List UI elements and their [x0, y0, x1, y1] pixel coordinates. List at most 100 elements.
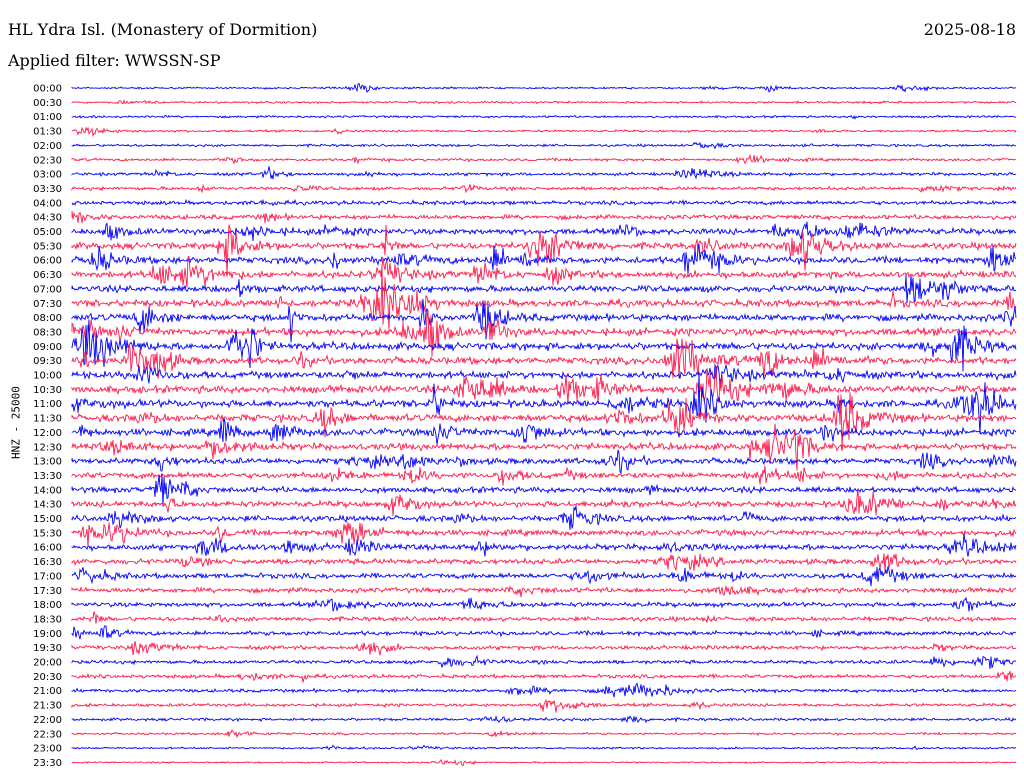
row-time-label: 20:00 [33, 658, 62, 669]
row-time-label: 16:00 [33, 543, 62, 554]
trace-line [71, 625, 1017, 640]
trace-line [71, 126, 1017, 138]
trace-line [71, 553, 1017, 573]
trace-line [71, 759, 1017, 767]
trace-line [71, 166, 1017, 180]
trace-line [71, 243, 1017, 274]
trace-line [71, 423, 1017, 471]
row-time-label: 13:00 [33, 457, 62, 468]
row-time-label: 15:30 [33, 528, 62, 539]
row-time-label: 14:30 [33, 500, 62, 511]
row-time-label: 23:00 [33, 744, 62, 755]
row-time-label: 02:30 [33, 155, 62, 166]
trace-line [71, 338, 1017, 379]
trace-line [71, 473, 1017, 507]
trace-line [71, 198, 1017, 207]
row-time-label: 04:00 [33, 198, 62, 209]
row-time-label: 05:00 [33, 227, 62, 238]
trace-line [71, 744, 1017, 751]
row-time-label: 19:30 [33, 643, 62, 654]
row-time-label: 13:30 [33, 471, 62, 482]
trace-line [71, 183, 1017, 194]
trace-line [71, 533, 1017, 557]
row-time-label: 10:00 [33, 371, 62, 382]
trace-line [71, 365, 1017, 404]
trace-line [71, 364, 1017, 388]
row-time-label: 00:00 [33, 84, 62, 95]
row-time-label: 08:30 [33, 327, 62, 338]
row-time-label: 06:30 [33, 270, 62, 281]
trace-line [71, 417, 1017, 445]
row-time-label: 02:00 [33, 141, 62, 152]
trace-line [71, 505, 1017, 530]
trace-line [71, 670, 1017, 683]
trace-line [71, 82, 1017, 93]
trace-line [71, 449, 1017, 475]
row-time-label: 12:00 [33, 428, 62, 439]
trace-line [71, 255, 1017, 288]
row-time-label: 21:30 [33, 701, 62, 712]
trace-line [71, 371, 1017, 435]
row-time-label: 09:00 [33, 342, 62, 353]
row-time-label: 22:30 [33, 729, 62, 740]
trace-line [71, 566, 1017, 587]
filter-label: Applied filter: WWSSN-SP [8, 51, 221, 70]
date-label: 2025-08-18 [923, 20, 1016, 39]
row-time-label: 09:30 [33, 356, 62, 367]
trace-line [71, 309, 1017, 357]
row-time-label: 03:30 [33, 184, 62, 195]
trace-line [71, 641, 1017, 656]
row-time-label: 11:30 [33, 414, 62, 425]
trace-line [71, 141, 1017, 150]
row-time-label: 05:30 [33, 241, 62, 252]
row-time-label: 18:00 [33, 600, 62, 611]
trace-line [71, 153, 1017, 165]
row-time-label: 04:30 [33, 213, 62, 224]
tick-label-group: 00:00 00:30 01:00 01:30 02:00 02:30 03:00 03:30… [33, 84, 62, 769]
trace-line [71, 714, 1017, 724]
trace-line [71, 319, 1017, 372]
trace-line [71, 585, 1017, 598]
row-time-label: 07:00 [33, 284, 62, 295]
trace-line [71, 596, 1017, 612]
trace-line [71, 654, 1017, 670]
trace-line [71, 488, 1017, 517]
row-time-label: 10:30 [33, 385, 62, 396]
trace-line [71, 114, 1017, 120]
trace-line [71, 264, 1017, 331]
row-time-label: 15:00 [33, 514, 62, 525]
row-time-label: 21:00 [33, 686, 62, 697]
trace-group [71, 82, 1017, 767]
row-time-label: 17:30 [33, 586, 62, 597]
trace-line [71, 465, 1017, 486]
row-time-label: 07:30 [33, 299, 62, 310]
row-time-label: 14:00 [33, 485, 62, 496]
row-time-label: 23:30 [33, 758, 62, 769]
row-time-label: 01:30 [33, 127, 62, 138]
row-time-label: 22:00 [33, 715, 62, 726]
trace-line [71, 682, 1017, 698]
trace-line [71, 298, 1017, 343]
row-time-label: 00:30 [33, 98, 62, 109]
row-time-label: 11:00 [33, 399, 62, 410]
trace-line [71, 522, 1017, 547]
trace-line [71, 698, 1017, 713]
row-time-label: 20:30 [33, 672, 62, 683]
trace-line [71, 729, 1017, 739]
trace-line [71, 221, 1017, 242]
trace-line [71, 275, 1017, 303]
trace-line [71, 211, 1017, 224]
row-time-label: 01:00 [33, 112, 62, 123]
trace-line [71, 99, 1017, 105]
row-time-label: 06:00 [33, 256, 62, 267]
row-time-label: 08:00 [33, 313, 62, 324]
row-time-label: 12:30 [33, 442, 62, 453]
row-time-label: 17:00 [33, 571, 62, 582]
trace-line [71, 611, 1017, 624]
trace-line [71, 224, 1017, 277]
row-time-label: 18:30 [33, 614, 62, 625]
row-time-label: 03:00 [33, 170, 62, 181]
row-time-label: 19:00 [33, 629, 62, 640]
row-time-label: 16:30 [33, 557, 62, 568]
